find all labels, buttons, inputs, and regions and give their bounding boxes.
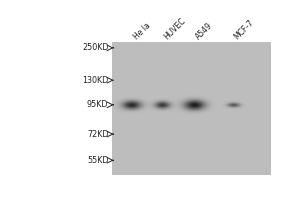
Text: 72KD: 72KD — [87, 130, 108, 139]
Text: HUVEC: HUVEC — [162, 17, 187, 42]
Text: 55KD: 55KD — [87, 156, 108, 165]
Text: A549: A549 — [194, 21, 215, 42]
Text: MCF-7: MCF-7 — [233, 18, 256, 42]
Text: 250KD: 250KD — [82, 43, 108, 52]
Text: 130KD: 130KD — [82, 76, 108, 85]
Text: He la: He la — [132, 21, 152, 42]
Bar — [112, 42, 270, 175]
Text: 95KD: 95KD — [87, 100, 108, 109]
